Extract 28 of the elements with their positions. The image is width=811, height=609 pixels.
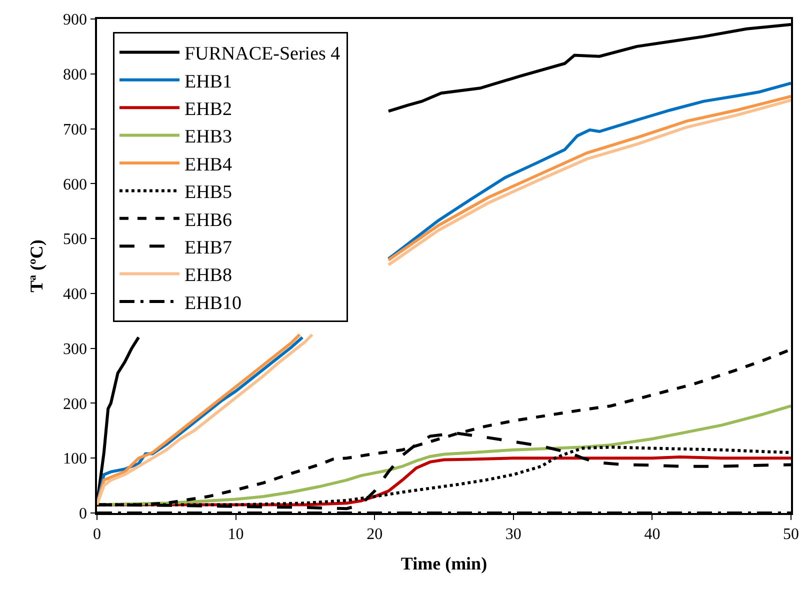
x-axis-title: Time (min) (400, 554, 488, 574)
y-tick-label: 700 (63, 121, 88, 138)
legend-label: EHB1 (184, 71, 232, 92)
y-axis-title: Tª (ºC) (26, 240, 47, 292)
legend-label: FURNACE-Series 4 (184, 44, 341, 65)
x-tick-label: 40 (644, 526, 660, 543)
x-tick-label: 20 (366, 526, 383, 543)
legend-label: EHB6 (184, 210, 232, 231)
legend-label: EHB3 (184, 126, 232, 148)
y-tick-label: 200 (63, 396, 88, 413)
y-tick-label: 300 (63, 340, 88, 358)
y-tick-label: 0 (79, 506, 88, 523)
x-tick-label: 30 (505, 526, 522, 543)
y-tick-label: 400 (63, 286, 88, 304)
legend-label: EHB4 (184, 154, 232, 176)
y-tick-label: 100 (63, 450, 88, 468)
legend-label: EHB7 (184, 238, 232, 259)
y-tick-label: 800 (63, 66, 88, 84)
legend-label: EHB10 (184, 292, 242, 314)
x-tick-label: 10 (228, 526, 244, 543)
x-tick-label: 0 (93, 526, 101, 543)
y-tick-label: 900 (63, 12, 88, 29)
legend-label: EHB2 (184, 99, 232, 120)
legend-label: EHB5 (184, 182, 232, 204)
y-tick-label: 500 (63, 231, 88, 248)
y-tick-label: 600 (63, 176, 88, 194)
x-tick-label: 50 (783, 526, 799, 543)
legend-label: EHB8 (184, 265, 232, 286)
